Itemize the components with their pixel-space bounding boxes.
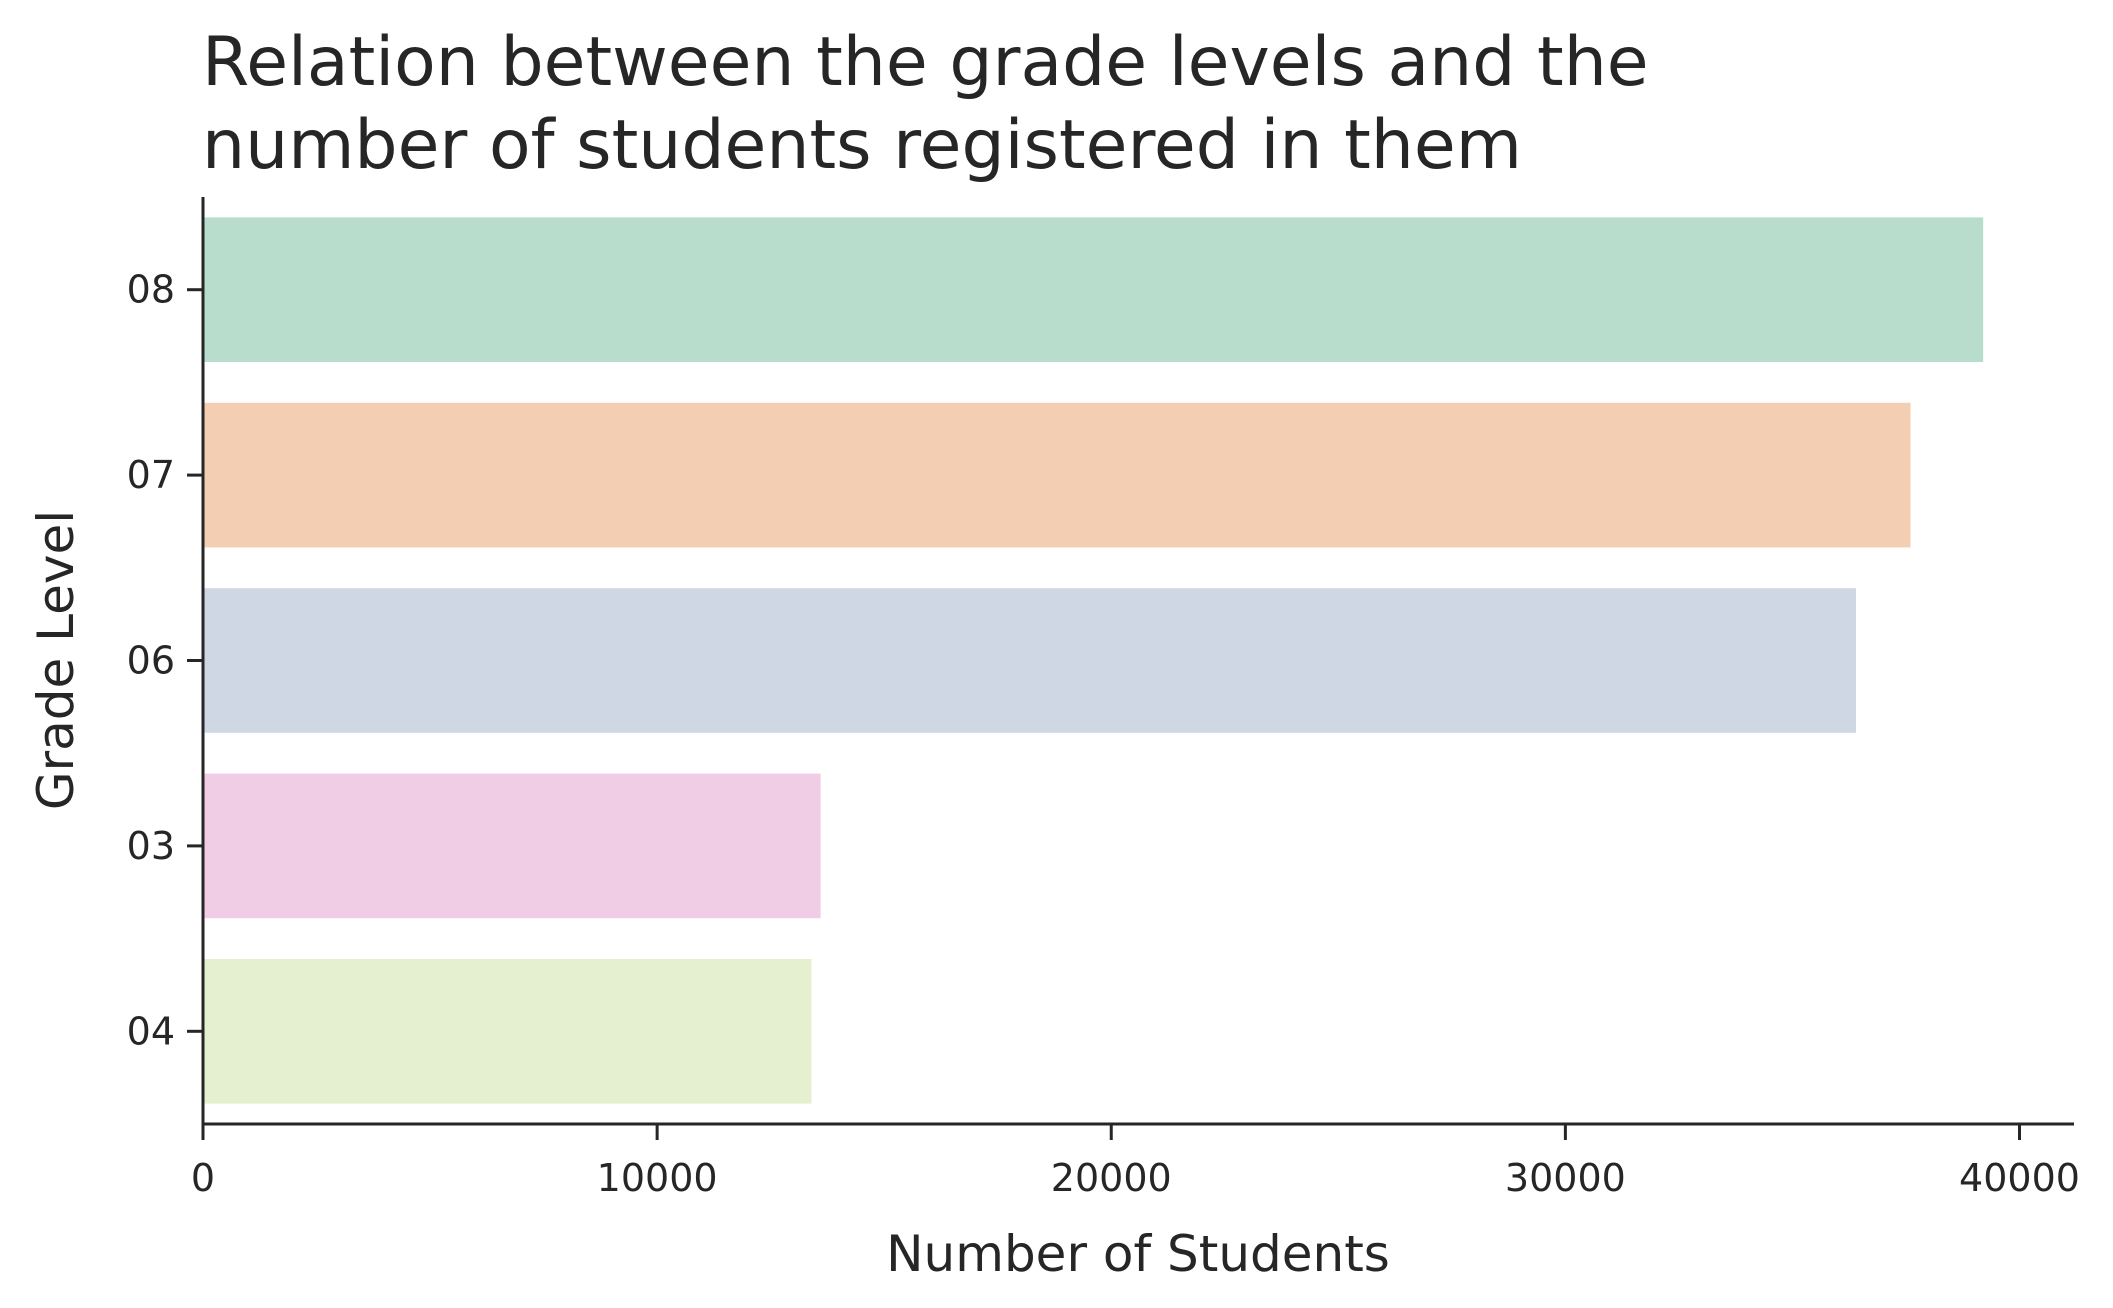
bar-grade-03 — [203, 773, 821, 919]
x-ticks-group: 0 10000 20000 30000 40000 — [191, 1124, 2080, 1200]
x-tick-label-30000: 30000 — [1505, 1156, 1626, 1200]
chart-title-line-1: Relation between the grade levels and th… — [202, 23, 1649, 102]
x-tick-label-0: 0 — [191, 1156, 215, 1200]
bars-group — [203, 217, 1984, 1104]
x-tick-label-40000: 40000 — [1959, 1156, 2080, 1200]
y-tick-label-04: 04 — [127, 1009, 175, 1053]
x-axis-label: Number of Students — [886, 1225, 1390, 1283]
bar-grade-07 — [203, 402, 1911, 548]
bar-grade-08 — [203, 217, 1984, 363]
x-tick-label-20000: 20000 — [1051, 1156, 1172, 1200]
bar-grade-04 — [203, 958, 812, 1104]
y-tick-label-06: 06 — [127, 639, 175, 683]
y-axis-label: Grade Level — [27, 510, 85, 810]
y-tick-label-07: 07 — [127, 453, 175, 497]
x-tick-label-10000: 10000 — [597, 1156, 718, 1200]
y-tick-label-08: 08 — [127, 268, 175, 312]
y-tick-label-03: 03 — [127, 824, 175, 868]
y-ticks-group: 08 07 06 03 04 — [127, 268, 203, 1053]
bar-grade-06 — [203, 588, 1857, 733]
chart-title-line-2: number of students registered in them — [202, 106, 1522, 185]
